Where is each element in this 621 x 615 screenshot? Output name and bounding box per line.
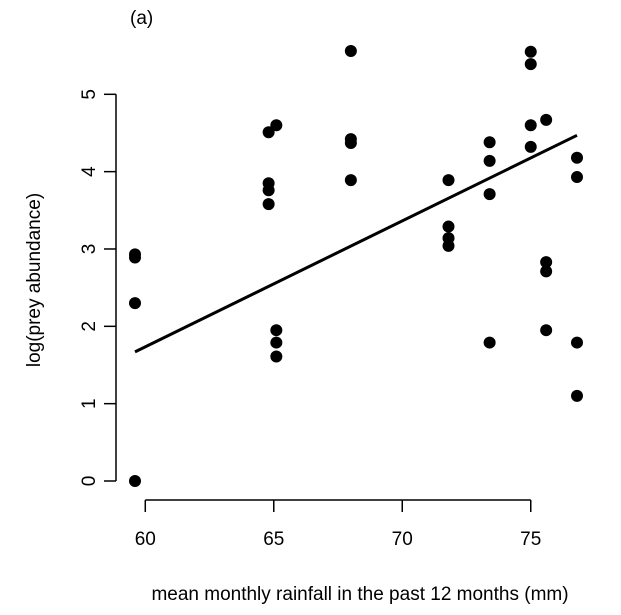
regression-line bbox=[134, 133, 578, 354]
x-tick-label: 65 bbox=[263, 529, 284, 550]
axes: 60 65 70 75 0 1 2 3 4 5 bbox=[79, 89, 541, 550]
y-tick-label: 3 bbox=[79, 244, 100, 255]
data-point bbox=[442, 174, 455, 187]
data-point bbox=[540, 265, 553, 278]
y-tick-label: 0 bbox=[79, 476, 100, 487]
y-tick-label: 2 bbox=[79, 321, 100, 332]
data-point bbox=[262, 184, 275, 197]
data-point bbox=[524, 58, 537, 71]
panel-label: (a) bbox=[130, 8, 153, 29]
data-point bbox=[483, 188, 496, 201]
data-point bbox=[571, 151, 583, 164]
x-tick-label: 75 bbox=[520, 529, 541, 550]
data-point bbox=[442, 239, 455, 252]
x-tick-label: 70 bbox=[392, 529, 413, 550]
data-point bbox=[442, 220, 455, 233]
plot-area bbox=[129, 45, 583, 487]
data-point bbox=[483, 136, 496, 149]
data-point bbox=[540, 324, 553, 337]
x-tick-label: 60 bbox=[135, 529, 156, 550]
data-point bbox=[571, 336, 583, 349]
y-tick-label: 4 bbox=[79, 166, 100, 177]
y-axis-title: log(prey abundance) bbox=[24, 193, 45, 367]
data-point bbox=[344, 174, 357, 187]
data-point bbox=[262, 126, 275, 139]
data-point bbox=[571, 171, 583, 184]
data-point bbox=[270, 324, 283, 337]
x-axis-title: mean monthly rainfall in the past 12 mon… bbox=[151, 584, 568, 605]
data-point bbox=[344, 137, 357, 150]
data-point bbox=[129, 475, 141, 487]
data-point bbox=[524, 140, 537, 153]
data-point bbox=[571, 389, 583, 402]
data-point bbox=[540, 113, 553, 126]
y-tick-label: 5 bbox=[79, 89, 100, 100]
y-tick-label: 1 bbox=[79, 398, 100, 409]
data-point bbox=[129, 297, 141, 310]
data-point bbox=[344, 45, 357, 57]
data-point bbox=[540, 256, 553, 269]
data-point bbox=[524, 119, 537, 132]
data-point bbox=[270, 119, 283, 132]
data-point bbox=[270, 336, 283, 349]
data-point bbox=[262, 198, 275, 211]
data-point bbox=[483, 154, 496, 167]
data-point bbox=[483, 336, 496, 349]
data-point bbox=[129, 251, 141, 264]
data-point bbox=[524, 45, 537, 58]
data-point bbox=[270, 350, 283, 363]
